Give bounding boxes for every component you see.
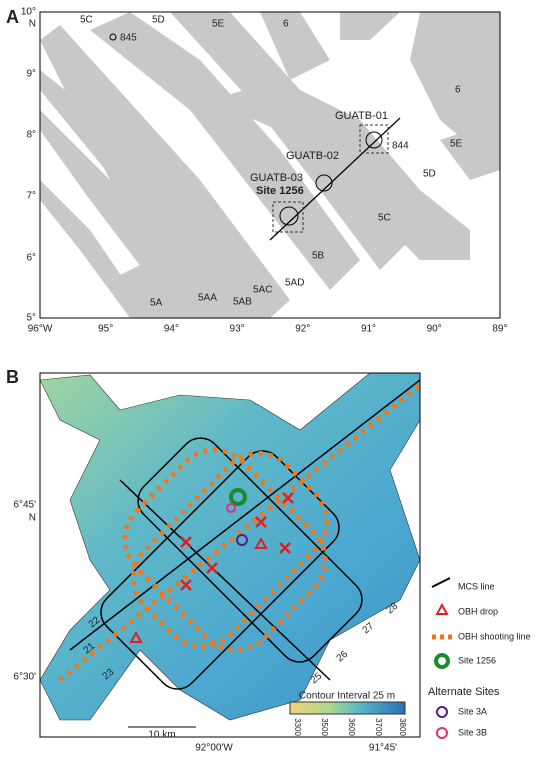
lat-label: 9° [26, 69, 36, 80]
lat-label: 10° [21, 7, 36, 18]
lat-label: N [29, 19, 36, 30]
lat-label: 8° [26, 130, 36, 141]
bathymetry [40, 373, 420, 737]
colorbar-tick: 3600 [347, 718, 356, 736]
anomaly-label: 6 [283, 19, 289, 30]
site-label: GUATB-01 [335, 110, 388, 122]
anomaly-label: 5D [423, 169, 436, 180]
scale-label: 10 km [148, 730, 175, 741]
site-label: 844 [392, 141, 409, 152]
lat-label: 6° [26, 253, 36, 264]
anomaly-label: 5AD [285, 278, 304, 289]
colorbar-tick: 3500 [320, 718, 329, 736]
site-box [359, 124, 389, 154]
anomaly-label: 5AB [233, 297, 252, 308]
site-label: Site 1256 [256, 185, 304, 197]
lon-label: 93° [230, 324, 245, 335]
colorbar-tick: 3300 [293, 718, 302, 736]
colorbar [289, 701, 406, 715]
lon-label: 94° [164, 324, 179, 335]
colorbar-tick: 3800 [398, 718, 407, 736]
legend [431, 577, 452, 739]
anomaly-label: 5B [312, 251, 325, 262]
anomaly-label: 5AC [253, 285, 272, 296]
legend-label: Site 3A [458, 706, 487, 716]
colorbar-tick: 3700 [374, 718, 383, 736]
legend-title: Alternate Sites [428, 686, 500, 698]
lat-label: N [29, 513, 36, 524]
map-frame [39, 11, 501, 319]
anomaly-label: 5AA [198, 293, 217, 304]
anomaly-label: 5C [80, 15, 93, 26]
panel-label: A [6, 7, 19, 27]
lon-label: 95° [98, 324, 113, 335]
anomaly-label: 5D [152, 15, 165, 26]
lon-label: 91° [361, 324, 376, 335]
legend-label: Site 3B [458, 727, 487, 737]
lon-label: 90° [427, 324, 442, 335]
anomaly-label: 5E [450, 139, 463, 150]
site-label: GUATB-03 [250, 172, 303, 184]
anomaly-label: 5A [150, 298, 163, 309]
panel-label: B [6, 367, 19, 387]
lon-label: 89° [492, 324, 507, 335]
site-box [272, 201, 304, 233]
survey-grids [109, 33, 383, 226]
map-frame [39, 372, 421, 738]
site-label: 845 [120, 33, 137, 44]
lat-label: 6°30' [13, 672, 36, 683]
transect [269, 117, 401, 241]
legend-label: OBH shooting line [458, 631, 531, 641]
lon-label: 92° [295, 324, 310, 335]
legend-label: Site 1256 [458, 655, 496, 665]
lat-label: 7° [26, 191, 36, 202]
lon-label: 91°45' [369, 743, 397, 754]
anomaly-label: 5E [212, 19, 225, 30]
anomaly-label: 6 [455, 85, 461, 96]
lon-label: 92°00'W [195, 743, 233, 754]
lat-label: 6°45' [13, 500, 36, 511]
legend-label: OBH drop [458, 606, 498, 616]
contour-interval: Contour Interval 25 m [299, 691, 395, 702]
site-label: GUATB-02 [286, 150, 339, 162]
stripes [40, 12, 500, 318]
lon-label: 96°W [28, 324, 53, 335]
legend-label: MCS line [458, 581, 495, 591]
anomaly-label: 5C [378, 213, 391, 224]
lat-label: 5° [26, 313, 36, 324]
